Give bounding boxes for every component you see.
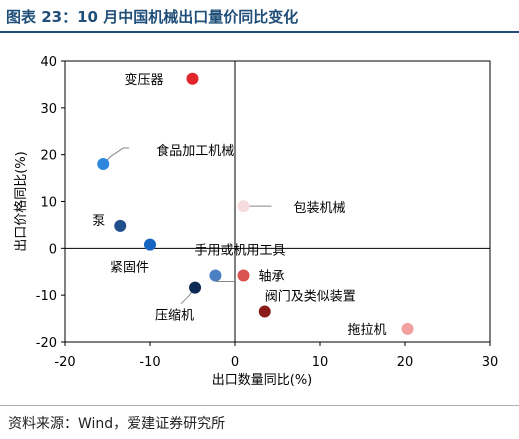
x-tick-label: -10	[139, 355, 160, 370]
point-label: 压缩机	[155, 308, 194, 324]
data-point	[144, 238, 156, 251]
data-point	[186, 72, 199, 85]
point-label: 包装机械	[294, 201, 346, 216]
point-label: 轴承	[259, 269, 285, 284]
point-label: 食品加工机械	[156, 143, 234, 159]
title-rule	[0, 31, 519, 33]
y-tick-label: 20	[40, 149, 57, 164]
data-point	[258, 305, 271, 318]
y-tick-label: -10	[36, 289, 57, 304]
source-rule	[0, 405, 519, 406]
point-label: 变压器	[125, 72, 164, 88]
data-point	[189, 281, 202, 294]
point-label: 手用或机用工具	[194, 243, 285, 258]
point-label: 紧固件	[110, 261, 149, 276]
data-point	[401, 322, 414, 335]
point-label: 泵	[92, 214, 105, 229]
data-point	[209, 269, 222, 282]
y-tick-label: 30	[40, 102, 57, 117]
x-tick-label: 0	[231, 355, 239, 370]
y-tick-label: 40	[40, 55, 57, 70]
y-tick-label: 0	[49, 242, 57, 257]
figure-title: 图表 23：10 月中国机械出口量价同比变化	[6, 8, 299, 26]
data-point	[97, 158, 110, 171]
x-tick-label: -20	[54, 355, 75, 370]
y-tick-label: 10	[40, 196, 57, 211]
leader-line	[215, 277, 236, 282]
x-tick-label: 30	[482, 355, 499, 370]
data-point	[237, 200, 250, 213]
data-point	[237, 269, 250, 282]
y-axis-label: 出口价格同比(%)	[13, 151, 29, 252]
point-label: 阀门及类似装置	[265, 290, 356, 305]
figure-source: 资料来源：Wind，爱建证券研究所	[8, 416, 226, 432]
point-label: 拖拉机	[348, 323, 387, 338]
data-point	[114, 219, 127, 232]
x-axis-label: 出口数量同比(%)	[212, 373, 313, 388]
x-tick-label: 10	[312, 355, 329, 370]
x-tick-label: 20	[397, 355, 414, 370]
y-tick-label: -20	[36, 336, 57, 351]
